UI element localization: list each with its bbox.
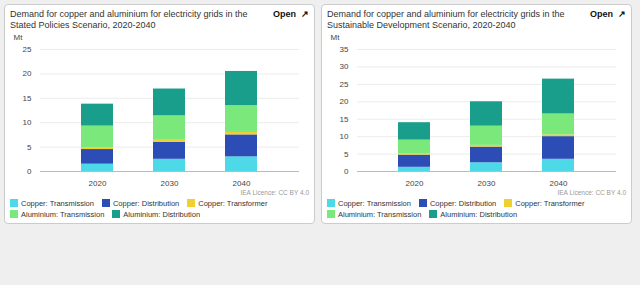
svg-text:0: 0: [27, 167, 32, 176]
svg-text:20: 20: [340, 97, 349, 106]
svg-text:20: 20: [23, 69, 32, 78]
html-text:Copper: Transformer: Copper: Transformer: [515, 198, 585, 208]
html-text:Open ↗: Open ↗: [590, 9, 626, 19]
svg-text:Mt: Mt: [331, 33, 341, 42]
svg-text:15: 15: [23, 93, 32, 102]
html-text:Aluminium: Distribution: Aluminium: Distribution: [440, 209, 518, 219]
svg-text:0: 0: [344, 167, 349, 176]
html-text:Copper: Distribution: Copper: Distribution: [113, 198, 180, 208]
svg-text:10: 10: [23, 118, 32, 127]
html-text:Copper: Distribution: Copper: Distribution: [430, 198, 497, 208]
svg-text:25: 25: [23, 45, 32, 54]
html-text:Open ↗: Open ↗: [273, 9, 309, 19]
html-text:Copper: Transmission: Copper: Transmission: [338, 198, 411, 208]
svg-text:35: 35: [340, 45, 349, 54]
html-text:Copper: Transformer: Copper: Transformer: [198, 198, 268, 208]
svg-text:Mt: Mt: [14, 33, 24, 42]
html-text:Copper: Transmission: Copper: Transmission: [21, 198, 94, 208]
html-text:Aluminium: Transmission: Aluminium: Transmission: [21, 209, 105, 219]
svg-text:10: 10: [340, 132, 349, 141]
svg-text:15: 15: [340, 114, 349, 123]
html-text:Aluminium: Transmission: Aluminium: Transmission: [338, 209, 422, 219]
svg-text:2040: 2040: [233, 179, 251, 188]
svg-text:2040: 2040: [550, 179, 568, 188]
html-text:IEA Licence: CC BY 4.0: IEA Licence: CC BY 4.0: [240, 188, 309, 196]
html-text:Demand for copper and aluminiu: Demand for copper and aluminium for elec…: [327, 9, 565, 30]
html-text:IEA Licence: CC BY 4.0: IEA Licence: CC BY 4.0: [557, 188, 626, 196]
svg-text:2020: 2020: [89, 179, 107, 188]
svg-text:2030: 2030: [478, 179, 496, 188]
svg-text:2030: 2030: [161, 179, 179, 188]
svg-text:5: 5: [27, 142, 32, 151]
svg-text:2020: 2020: [406, 179, 424, 188]
html-text:Aluminium: Distribution: Aluminium: Distribution: [123, 209, 201, 219]
svg-text:30: 30: [340, 62, 349, 71]
svg-text:5: 5: [344, 149, 349, 158]
svg-text:25: 25: [340, 80, 349, 89]
html-text:Demand for copper and aluminiu: Demand for copper and aluminium for elec…: [10, 9, 248, 30]
